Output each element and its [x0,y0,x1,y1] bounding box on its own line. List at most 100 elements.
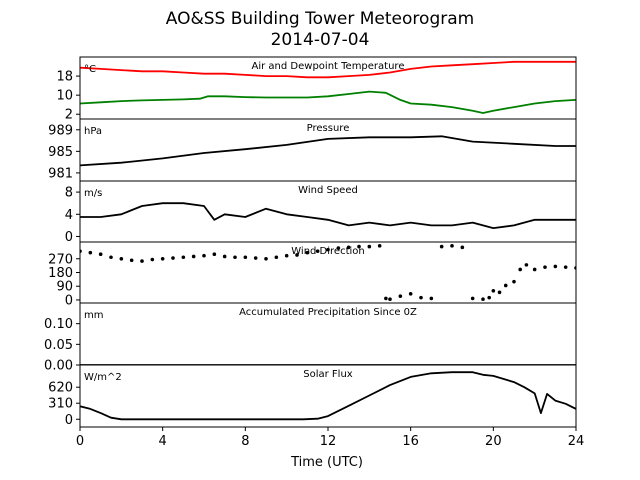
panel-wind-direction-point [470,296,475,301]
panel-wind-direction-ytick-label: 90 [56,280,73,295]
panel-wind-direction-point [532,267,537,272]
panel-wind-direction-point [295,253,299,257]
panel-wind-direction-point [388,297,392,301]
panel-wind-direction-point [512,279,516,284]
panel-wind-direction-point [553,264,558,269]
panel-wind-direction-ytick-label: 180 [48,266,73,281]
panel-temperature-ytick-label: 18 [56,70,73,85]
x-tick-label: 0 [76,434,84,449]
x-tick-label: 12 [320,434,337,449]
panels-group: 2 10 18 Air and Dewpoint Temperature °C 981 98… [44,56,577,428]
panel-wind-direction-point [439,244,444,249]
panel-wind-direction-point [503,283,508,288]
panel-wind-direction-point [171,256,175,260]
panel-wind-direction-point [140,259,144,263]
panel-wind-direction-point [357,244,361,249]
panel-wind-direction-point [419,295,423,300]
panel-wind-direction-point [346,245,351,250]
figure-title-line1: AO&SS Building Tower Meteorogram [166,9,474,29]
x-tick-label: 24 [568,434,585,449]
panel-wind-direction-point [212,252,217,256]
panel-wind-direction-point [119,256,124,261]
panel-wind-direction-point [497,290,502,295]
panel-wind-direction-point [160,256,165,261]
panel-temperature-series-0 [80,60,576,79]
panel-pressure-ytick-label: 985 [48,145,73,160]
panel-wind-direction-ytick-label: 270 [48,252,73,267]
x-axis-label: Time (UTC) [290,455,363,470]
panel-pressure-series-0 [80,135,576,167]
panel-wind-speed-series-0 [80,202,576,230]
panel-pressure-ytick-label: 981 [48,166,73,181]
panel-wind-direction-point [518,267,522,272]
panel-wind-speed-ytick-label: 4 [65,208,73,223]
panel-precipitation-ytick-label: 0.05 [44,338,73,353]
panel-wind-direction-point [202,253,206,258]
panel-solar-flux-ytick-label: 0 [65,413,73,428]
panel-wind-direction-point [398,294,403,298]
panel-wind-direction-point [315,249,320,253]
panel-wind-speed-unit: m/s [84,188,102,199]
panel-wind-direction-point [253,256,258,260]
panel-solar-flux-series-0 [80,371,576,421]
x-axis: 0 4 8 12 16 20 24 [76,427,584,449]
panel-wind-direction-point [487,295,492,300]
panel-wind-direction-title: Wind Direction [291,246,365,257]
panel-wind-speed-data [80,202,576,230]
panel-solar-flux-ytick-label: 310 [48,397,73,412]
panel-wind-direction-point [98,252,103,256]
figure-title-line2: 2014-07-04 [271,30,370,50]
panel-wind-direction-point [384,296,388,301]
panel-pressure-unit: hPa [84,126,102,137]
panel-wind-direction-point [450,244,454,248]
panel-solar-flux-data [80,371,576,421]
panel-pressure-title: Pressure [307,123,350,134]
panel-wind-direction-point [543,265,547,269]
panel-wind-direction-point [491,289,496,293]
x-tick-label: 8 [241,434,249,449]
panel-temperature-series-1 [80,90,576,114]
panel-wind-direction-point [524,263,529,267]
panel-wind-direction-point [305,250,310,255]
panel-temperature-data [80,60,576,114]
panel-wind-direction-point [150,257,155,262]
panel-wind-direction-point [191,254,196,259]
panel-precipitation-ytick-label: 0.10 [44,317,73,332]
x-tick-label: 4 [159,434,167,449]
panel-wind-direction-point [284,253,289,258]
panel-wind-direction-point [109,255,113,260]
panel-wind-direction-point [243,255,248,260]
panel-wind-direction-point [460,245,465,250]
panel-pressure-data [80,135,576,167]
panel-temperature-ytick-label: 2 [65,108,73,123]
x-tick-label: 20 [485,434,502,449]
panel-temperature-ytick-label: 10 [56,89,73,104]
panel-temperature-unit: °C [84,64,96,75]
panel-wind-direction-point [367,244,372,249]
panel-temperature-title: Air and Dewpoint Temperature [252,61,405,72]
panel-wind-direction-point [233,255,237,260]
panel-wind-speed-ytick-label: 0 [65,230,73,245]
panel-wind-direction-point [222,254,227,259]
panel-wind-direction-point [429,296,434,301]
x-tick-label: 16 [402,434,419,449]
panel-wind-direction-point [408,292,413,296]
panel-wind-direction-point [274,255,279,260]
panel-pressure-ytick-label: 989 [48,123,73,138]
panel-wind-direction-point [563,265,568,269]
panel-wind-direction-point [336,246,341,250]
panel-wind-direction-point [264,256,268,261]
panel-wind-direction-point [326,247,330,252]
panel-solar-flux-title: Solar Flux [303,369,353,380]
panel-wind-speed-title: Wind Speed [298,185,358,196]
panel-solar-flux-unit: W/m^2 [84,372,122,383]
panel-wind-direction-point [181,255,186,260]
panel-solar-flux-ytick-label: 620 [48,381,73,396]
panel-wind-direction-point [88,250,93,255]
panel-precipitation-title: Accumulated Precipitation Since 0Z [239,307,417,318]
panel-precipitation-unit: mm [84,310,103,321]
panel-wind-direction-data [80,244,576,301]
